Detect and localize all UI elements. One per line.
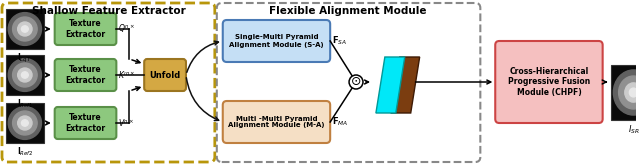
FancyBboxPatch shape: [6, 9, 44, 49]
Ellipse shape: [629, 88, 637, 97]
Ellipse shape: [18, 116, 32, 130]
Ellipse shape: [18, 68, 32, 82]
Text: Texture
Extractor: Texture Extractor: [65, 65, 106, 85]
FancyBboxPatch shape: [54, 59, 116, 91]
Text: Texture
Extractor: Texture Extractor: [65, 19, 106, 39]
Ellipse shape: [22, 120, 28, 126]
FancyBboxPatch shape: [611, 65, 640, 120]
Text: $\mathbf{I}_{Ref1}$: $\mathbf{I}_{Ref1}$: [17, 98, 33, 111]
FancyBboxPatch shape: [223, 20, 330, 62]
Text: Unfold: Unfold: [150, 70, 180, 80]
Text: $\mathbf{F}_{MA}$: $\mathbf{F}_{MA}$: [332, 116, 349, 128]
Ellipse shape: [8, 107, 42, 139]
Text: $K'^{n\times}$: $K'^{n\times}$: [118, 69, 136, 81]
Ellipse shape: [22, 26, 28, 32]
Ellipse shape: [8, 59, 42, 91]
Text: $\mathbf{I}_{LqT}$: $\mathbf{I}_{LqT}$: [17, 52, 33, 65]
FancyBboxPatch shape: [2, 3, 215, 162]
Text: Multi -Multi Pyramid
Alignment Module (M-A): Multi -Multi Pyramid Alignment Module (M…: [228, 115, 324, 129]
FancyBboxPatch shape: [144, 59, 186, 91]
Ellipse shape: [619, 76, 640, 109]
FancyBboxPatch shape: [6, 103, 44, 143]
Ellipse shape: [8, 13, 42, 45]
Text: Single-Multi Pyramid
Alignment Module (S-A): Single-Multi Pyramid Alignment Module (S…: [229, 34, 324, 48]
Ellipse shape: [22, 72, 28, 78]
Text: Cross-Hierarchical
Progressive Fusion
Module (CHPF): Cross-Hierarchical Progressive Fusion Mo…: [508, 67, 590, 97]
FancyBboxPatch shape: [6, 55, 44, 95]
Text: $V^{n\times}$: $V^{n\times}$: [118, 117, 134, 129]
Circle shape: [349, 75, 363, 89]
Ellipse shape: [613, 70, 640, 115]
Ellipse shape: [625, 83, 640, 102]
Text: Flexible Alignment Module: Flexible Alignment Module: [269, 6, 427, 16]
Text: Texture
Extractor: Texture Extractor: [65, 113, 106, 133]
FancyBboxPatch shape: [54, 107, 116, 139]
Ellipse shape: [13, 17, 37, 41]
Polygon shape: [391, 57, 420, 113]
FancyBboxPatch shape: [223, 101, 330, 143]
Ellipse shape: [13, 111, 37, 135]
Ellipse shape: [18, 22, 32, 36]
FancyBboxPatch shape: [495, 41, 603, 123]
Text: $I_{SR}$: $I_{SR}$: [628, 124, 639, 136]
Text: $\mathbf{I}_{Ref2}$: $\mathbf{I}_{Ref2}$: [17, 146, 33, 159]
Text: Shallow Feature Extractor: Shallow Feature Extractor: [31, 6, 185, 16]
Text: $\odot$: $\odot$: [350, 75, 362, 88]
Polygon shape: [376, 57, 404, 113]
Text: $Q^{n\times}$: $Q^{n\times}$: [118, 23, 135, 35]
Text: $\mathbf{F}_{SA}$: $\mathbf{F}_{SA}$: [332, 35, 348, 47]
Ellipse shape: [13, 63, 37, 87]
FancyBboxPatch shape: [217, 3, 481, 162]
FancyBboxPatch shape: [54, 13, 116, 45]
